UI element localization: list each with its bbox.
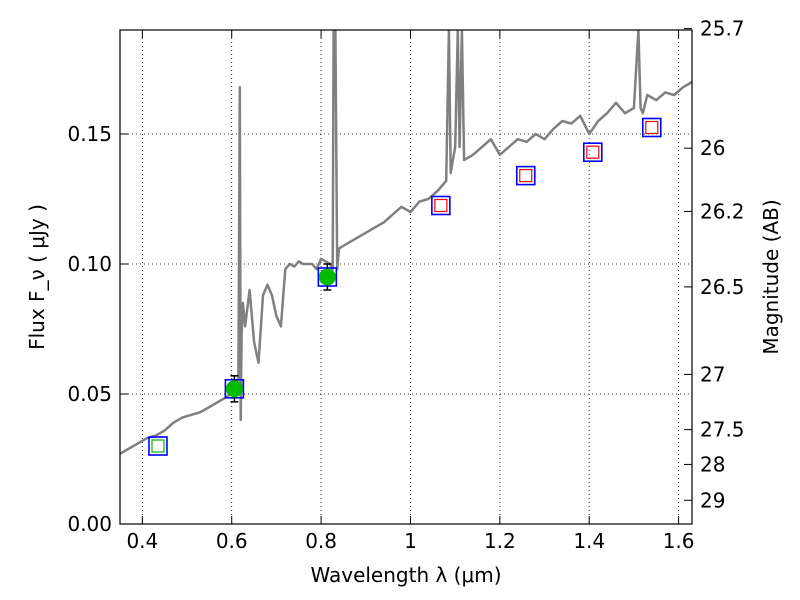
- y2-tick-label: 25.7: [700, 17, 745, 41]
- y-tick-label: 0.05: [67, 382, 112, 406]
- model-flux-box: [148, 436, 168, 456]
- y2-tick-label: 29: [700, 488, 725, 512]
- model-flux-box: [582, 142, 603, 162]
- model-flux-box: [515, 165, 536, 186]
- photometry-layer: [148, 117, 662, 456]
- upper-limit-marker: [434, 198, 448, 213]
- y2-tick-label: 27: [700, 362, 725, 386]
- x-tick-label: 1: [404, 529, 417, 553]
- x-axis-ticks: 0.4 0.6 0.8 1 1.2 1.4 1.6: [126, 30, 695, 553]
- y2-tick-label: 26.5: [700, 275, 745, 299]
- y-tick-label: 0.00: [67, 512, 112, 536]
- y-tick-label: 0.10: [67, 252, 112, 276]
- y2-axis-title: Magnitude (AB): [759, 199, 783, 354]
- y2-tick-label: 27.5: [700, 418, 745, 442]
- upper-limit-marker: [586, 145, 600, 159]
- plot-frame: [119, 29, 693, 525]
- x-tick-label: 1.6: [663, 529, 695, 553]
- y-tick-label: 0.15: [67, 122, 112, 146]
- x-tick-label: 0.4: [126, 529, 158, 553]
- upper-limit-marker: [519, 169, 533, 183]
- y-axis-ticks: 0.00 0.05 0.10 0.15: [67, 122, 128, 536]
- y2-axis-ticks: 25.7 26 26.2 26.5 27 27.5 28 29: [684, 17, 745, 512]
- spectrum-layer: [120, 30, 692, 455]
- x-tick-label: 0.8: [305, 529, 337, 553]
- plot-area: [120, 30, 692, 524]
- grid-lines: [120, 30, 692, 524]
- upper-limit-marker: [645, 120, 659, 135]
- x-tick-label: 0.6: [216, 529, 248, 553]
- x-tick-label: 1.4: [573, 529, 605, 553]
- x-axis-title: Wavelength λ (μm): [310, 563, 501, 587]
- y2-tick-label: 26: [700, 136, 725, 160]
- spectrum-line: [120, 30, 692, 455]
- detection-marker: [318, 268, 336, 286]
- detection-marker: [225, 380, 243, 398]
- y-axis-title: Flux F_ν ( μJy ): [25, 204, 49, 350]
- model-flux-box: [431, 195, 451, 216]
- model-only-marker: [151, 439, 165, 453]
- y2-tick-label: 26.2: [700, 199, 745, 223]
- model-flux-box: [641, 117, 662, 138]
- y2-tick-label: 28: [700, 452, 725, 476]
- x-tick-label: 1.2: [484, 529, 516, 553]
